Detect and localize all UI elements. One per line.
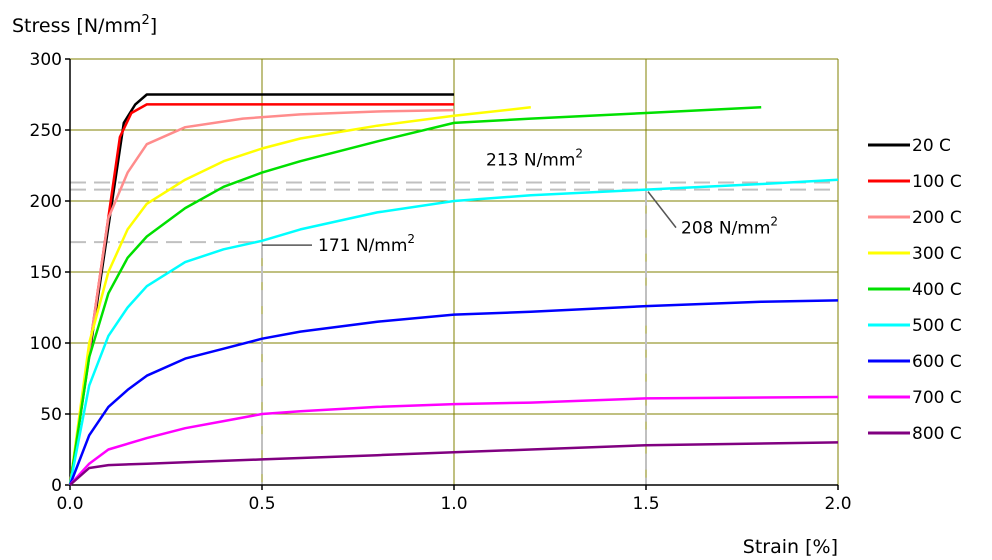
tick-labels: 0 50 100 150 200 250 300 0.0 0.5 1.0 1.5 2.0 [30, 50, 852, 514]
y-tick-label-6: 300 [30, 50, 62, 70]
y-tick-label-0: 0 [51, 476, 62, 496]
x-tick-label-3: 1.5 [632, 494, 659, 514]
legend-label-300-c: 300 C [912, 244, 962, 264]
x-tick-label-2: 1.0 [440, 494, 467, 514]
y-axis-title: Stress [N/mm2] [12, 13, 157, 37]
legend-label-100-c: 100 C [912, 172, 962, 192]
series-line-300-c [68, 106, 531, 486]
series-lines [68, 93, 839, 486]
series-line-500-c [68, 178, 839, 486]
series-line-400-c [68, 106, 762, 486]
annotation-leader-2 [647, 191, 677, 229]
x-tick-label-1: 0.5 [248, 494, 275, 514]
series-line-200-c [68, 108, 455, 486]
y-tick-label-4: 200 [30, 192, 62, 212]
series-line-600-c [68, 299, 839, 486]
legend-label-200-c: 200 C [912, 208, 962, 228]
y-tick-label-1: 50 [40, 405, 62, 425]
annotation-label-2: 208 N/mm2 [681, 215, 778, 239]
legend-label-20-c: 20 C [912, 136, 951, 156]
x-tick-label-0: 0.0 [56, 494, 83, 514]
reference-lines [70, 181, 838, 485]
series-line-800-c [69, 441, 839, 486]
legend-label-800-c: 800 C [912, 424, 962, 444]
x-axis-title: Strain [%] [743, 536, 838, 558]
legend-label-500-c: 500 C [912, 316, 962, 336]
x-tick-label-4: 2.0 [824, 494, 851, 514]
legend: 20 C 100 C 200 C 300 C 400 C 500 C 600 C 700 C 8… [868, 136, 962, 444]
annotation-label-1: 213 N/mm2 [486, 147, 583, 171]
legend-label-700-c: 700 C [912, 388, 962, 408]
legend-label-400-c: 400 C [912, 280, 962, 300]
annotations: 171 N/mm2 213 N/mm2 208 N/mm2 [262, 147, 778, 256]
y-tick-label-2: 100 [30, 334, 62, 354]
y-tick-label-3: 150 [30, 263, 62, 283]
series-line-700-c [69, 395, 839, 486]
axes [65, 58, 839, 490]
legend-label-600-c: 600 C [912, 352, 962, 372]
annotation-label-0: 171 N/mm2 [318, 232, 415, 256]
y-tick-label-5: 250 [30, 121, 62, 141]
